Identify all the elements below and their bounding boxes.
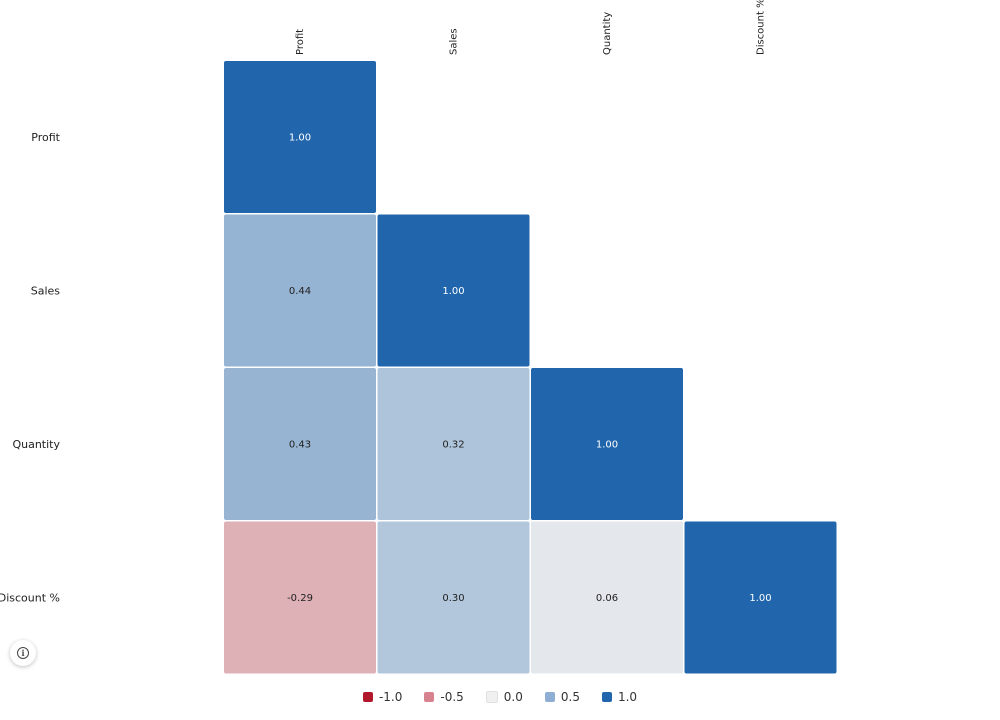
cell-value-label: 0.43 [289,440,311,451]
cell-value-label: 1.00 [442,286,464,297]
legend-item[interactable]: 0.0 [485,690,523,704]
row-label-quantity: Quantity [12,438,60,451]
heatmap-cell-sales-sales[interactable]: 1.00 [377,214,530,367]
info-icon: i [17,647,29,659]
cell-value-label: 1.00 [289,133,311,144]
row-label-sales: Sales [31,285,61,298]
cell-rect [224,61,376,213]
legend-item[interactable]: 1.0 [601,690,638,704]
cell-value-label: 0.32 [442,440,464,451]
legend-item[interactable]: 0.5 [544,690,580,704]
legend-label: -0.5 [440,690,464,704]
legend-swatch [544,692,555,702]
cell-value-label: 0.06 [596,593,618,604]
legend-swatch [424,692,435,702]
column-label-profit: Profit [295,29,306,55]
cell-value-label: 1.00 [596,440,618,451]
cell-rect [224,521,376,674]
row-label-discount-pct: Discount % [0,592,60,605]
heatmap-cell-sales-profit[interactable]: 0.44 [224,214,376,367]
legend-item[interactable]: -1.0 [362,690,403,704]
heatmap-cell-discount-pct-sales[interactable]: 0.30 [377,521,530,674]
legend-label: -1.0 [378,690,403,704]
legend-label: 1.0 [617,690,638,704]
cell-value-label: -0.29 [287,593,313,604]
heatmap-cell-quantity-sales[interactable]: 0.32 [377,368,530,520]
column-label-sales: Sales [449,28,460,55]
legend-swatch [485,691,498,703]
legend-label: 0.0 [503,690,523,704]
heatmap-cell-profit-profit[interactable]: 1.00 [224,61,376,213]
legend-swatch [601,692,612,702]
legend: -1.0 -0.5 0.0 0.5 1.0 [0,690,1000,704]
heatmap-cell-discount-pct-discount-pct[interactable]: 1.00 [684,521,837,674]
correlation-heatmap: Profit Sales Quantity Discount % Profit Sales… [0,0,837,674]
heatmap-cell-discount-pct-quantity[interactable]: 0.06 [531,521,683,674]
heatmap-cell-discount-pct-profit[interactable]: -0.29 [224,521,376,674]
legend-item[interactable]: -0.5 [424,690,464,704]
cell-value-label: 0.30 [442,593,464,604]
cell-rect [377,214,530,367]
cell-value-label: 1.00 [749,593,771,604]
column-label-discount-pct: Discount % [756,0,767,55]
column-label-quantity: Quantity [602,12,613,55]
cell-value-label: 0.44 [289,286,311,297]
heatmap-cell-quantity-quantity[interactable]: 1.00 [531,368,683,520]
legend-swatch [362,692,373,702]
cell-rect [531,368,683,520]
cell-rect [224,368,376,520]
legend-label: 0.5 [560,690,580,704]
cell-rect [224,214,376,367]
cell-rect [377,368,530,520]
row-label-profit: Profit [31,131,60,144]
info-button[interactable]: i [10,640,36,666]
cell-rect [377,521,530,674]
cell-rect [531,521,683,674]
heatmap-cell-quantity-profit[interactable]: 0.43 [224,368,376,520]
cell-rect [684,521,837,674]
